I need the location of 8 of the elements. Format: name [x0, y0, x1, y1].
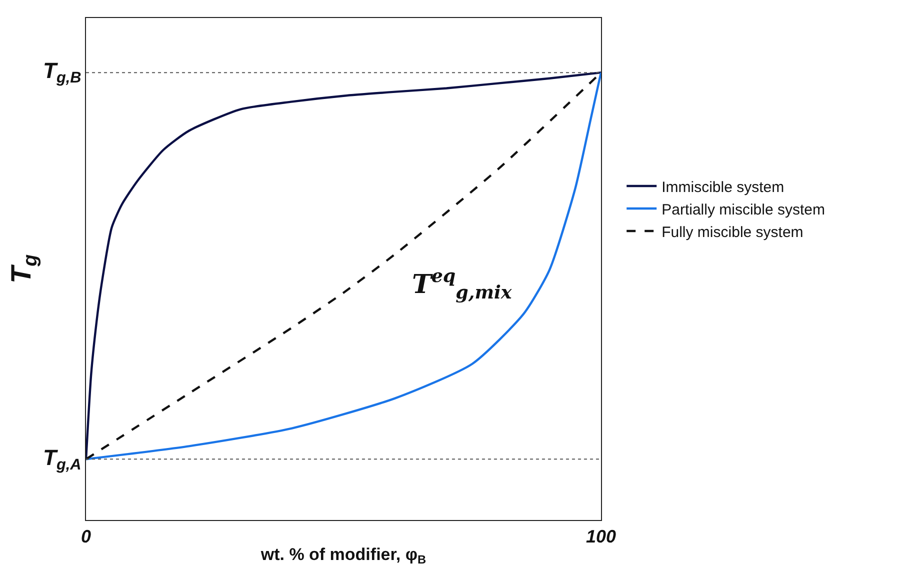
ref-line-label: T$_{g,A}$: [43, 445, 82, 474]
legend-label: Partially miscible system: [662, 201, 825, 218]
ref-line-label: T$_{g,B}$: [43, 58, 82, 87]
x-axis-title: wt. % of modifier, φ$_{B}$: [260, 545, 427, 567]
x-tick-label: 0: [80, 526, 92, 547]
legend-label: Fully miscible system: [662, 224, 804, 241]
legend-label: Immiscible system: [662, 178, 784, 196]
x-tick-label: 100: [586, 526, 616, 547]
